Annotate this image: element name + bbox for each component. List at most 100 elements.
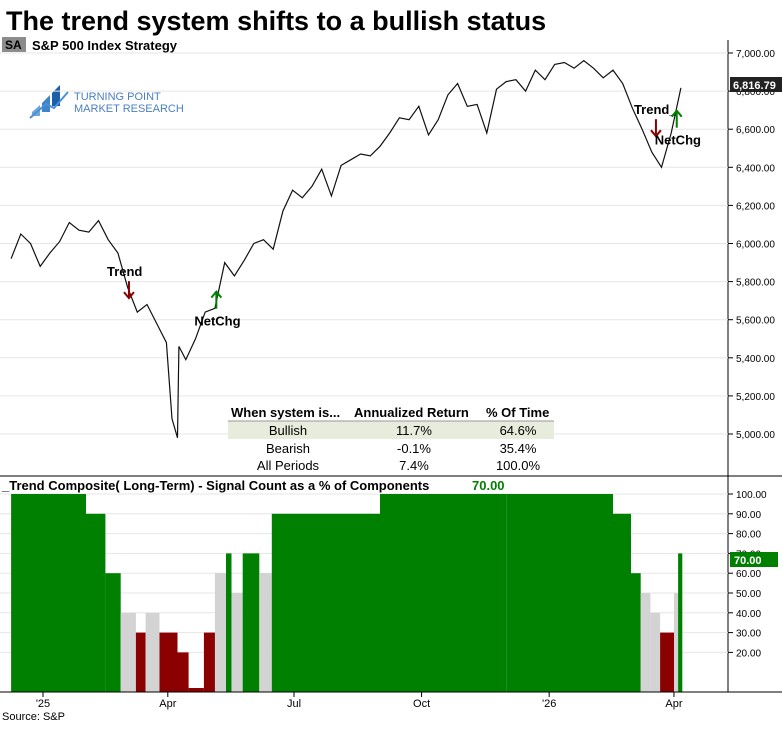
indicator-bars	[11, 494, 683, 692]
indicator-tick-label: 20.00	[736, 648, 761, 659]
indicator-bar-bearish	[203, 632, 215, 692]
x-axis-ticks: '25 Apr Jul Oct '26 Apr	[36, 692, 683, 710]
up-arrowhead-icon	[670, 109, 683, 118]
price-tick-label: 6,600.00	[736, 125, 775, 136]
indicator-last-label: 70.00	[734, 555, 762, 567]
indicator-tick-label: 50.00	[736, 589, 761, 600]
x-tick-label: '25	[36, 698, 50, 710]
price-tick-label: 5,200.00	[736, 392, 775, 403]
table-cell: 35.4%	[500, 441, 537, 456]
annotation-trend: Trend_	[634, 102, 677, 138]
indicator-last-marker: 70.00	[730, 552, 778, 567]
last-value-bg	[730, 77, 782, 92]
table-cell: All Periods	[257, 458, 320, 473]
annotation-label: Trend	[107, 264, 142, 279]
table-cell: Bullish	[269, 423, 307, 438]
indicator-tick-label: 40.00	[736, 609, 761, 620]
indicator-bar-neutral	[259, 573, 272, 692]
table-row-highlight	[228, 421, 554, 439]
indicator-bar-bullish	[105, 573, 121, 692]
indicator-tick-label: 60.00	[736, 569, 761, 580]
indicator-bar-bullish	[631, 573, 641, 692]
logo-icon	[29, 85, 69, 119]
price-tick-label: 5,800.00	[736, 278, 775, 289]
x-tick-label: Apr	[159, 698, 176, 710]
stats-table: When system is... Annualized Return % Of…	[228, 405, 554, 473]
indicator-tick-label: 100.00	[736, 490, 767, 501]
x-tick-label: Apr	[665, 698, 682, 710]
logo-line2: MARKET RESEARCH	[74, 103, 184, 115]
indicator-bar-bearish	[159, 632, 178, 692]
table-cell: 7.4%	[399, 458, 429, 473]
indicator-bar-neutral	[640, 593, 651, 692]
price-y-ticks: 7,000.00 6,800.00 6,600.00 6,400.00 6,200.00…	[728, 49, 775, 441]
indicator-y-ticks: 100.00 90.00 80.00 70.00 60.00 50.00 40.00 30.0…	[728, 490, 767, 659]
price-tick-label: 6,200.00	[736, 201, 775, 212]
table-cell: Bearish	[266, 441, 310, 456]
price-tick-label: 5,600.00	[736, 316, 775, 327]
price-tick-label: 6,000.00	[736, 240, 775, 251]
indicator-bar-bullish	[11, 494, 87, 692]
indicator-last-value-text: 70.00	[472, 478, 505, 493]
table-cell: 100.0%	[496, 458, 541, 473]
indicator-tick-label: 80.00	[736, 530, 761, 541]
indicator-bar-bullish	[380, 494, 507, 692]
price-tick-label: 7,000.00	[736, 49, 775, 60]
down-arrowhead-icon	[123, 291, 135, 300]
source-note: Source: S&P	[2, 711, 65, 723]
table-header-1: Annualized Return	[354, 405, 469, 420]
table-cell: -0.1%	[397, 441, 431, 456]
indicator-bar-neutral	[120, 612, 136, 692]
indicator-bar-bullish	[613, 513, 631, 692]
annotation-netchg: NetChg	[655, 109, 701, 148]
indicator-title: _Trend Composite( Long-Term) - Signal Co…	[1, 478, 429, 493]
annotation-netchg: NetChg	[194, 290, 241, 329]
symbol-badge-bg	[2, 37, 26, 52]
indicator-tick-label: 90.00	[736, 510, 761, 521]
table-cell: 64.6%	[500, 423, 537, 438]
indicator-bar-bullish	[226, 553, 232, 692]
chart-subtitle: S&P 500 Index Strategy	[32, 38, 178, 53]
x-tick-label: Jul	[287, 698, 301, 710]
up-arrowhead-icon	[210, 290, 223, 299]
down-arrowhead-icon	[650, 129, 662, 138]
indicator-tick-label: 30.00	[736, 629, 761, 640]
indicator-bar-neutral	[231, 593, 243, 692]
price-tick-label: 5,400.00	[736, 354, 775, 365]
indicator-bar-neutral	[145, 612, 160, 692]
indicator-bar-bullish	[86, 513, 106, 692]
indicator-bar-bearish	[660, 632, 674, 692]
price-tick-label: 5,000.00	[736, 430, 775, 441]
x-tick-label: Oct	[413, 698, 430, 710]
indicator-bar-bullish	[506, 494, 613, 692]
price-tick-label: 6,800.00	[736, 87, 775, 98]
table-header-0: When system is...	[231, 405, 340, 420]
indicator-bar-neutral	[650, 612, 661, 692]
annotation-trend: Trend	[107, 264, 142, 300]
last-value-label: 6,816.79	[733, 80, 776, 92]
last-value-marker: 6,816.79	[730, 77, 782, 92]
signal-annotations: Trend NetChg Trend_ NetChg	[107, 102, 701, 328]
indicator-last-bg	[730, 552, 778, 567]
indicator-bar-neutral	[674, 593, 679, 692]
table-header-2: % Of Time	[486, 405, 549, 420]
annotation-label: Trend_	[634, 102, 677, 117]
symbol-badge: SA	[5, 38, 22, 52]
indicator-bar-bullish	[294, 513, 380, 692]
x-tick-label: '26	[542, 698, 556, 710]
indicator-bar-bullish	[242, 553, 260, 692]
table-cell: 11.7%	[396, 423, 432, 438]
indicator-bar-bearish	[135, 632, 146, 692]
chart-title: The trend system shifts to a bullish sta…	[6, 6, 546, 36]
indicator-bar-bearish	[177, 652, 189, 692]
indicator-bar-bullish	[678, 553, 683, 692]
price-tick-label: 6,400.00	[736, 163, 775, 174]
indicator-bar-bullish	[271, 513, 294, 692]
annotation-label: NetChg	[655, 133, 701, 148]
indicator-bar-neutral	[214, 573, 226, 692]
indicator-bar-bearish	[188, 688, 204, 692]
price-series-line	[10, 59, 682, 438]
logo-line1: TURNING POINT	[74, 91, 161, 103]
